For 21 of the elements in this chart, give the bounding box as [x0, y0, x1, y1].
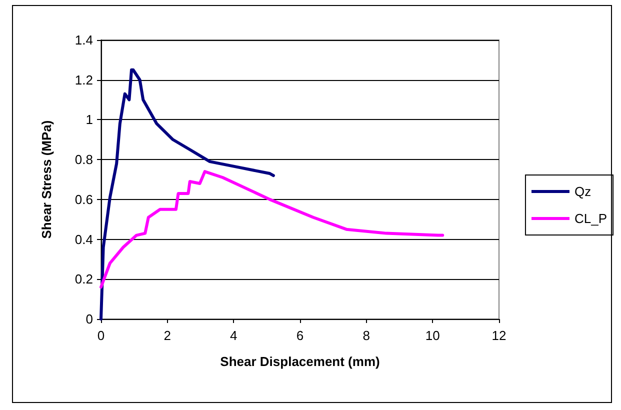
- x-axis-title: Shear Displacement (mm): [220, 354, 380, 369]
- y-tick-label: 0: [86, 312, 93, 326]
- y-axis-title: Shear Stress (MPa): [39, 120, 54, 239]
- legend-label: CL_P: [574, 211, 608, 226]
- y-tick-label: 0.8: [74, 152, 93, 168]
- x-tick-label: 2: [164, 328, 171, 343]
- y-tick-label: 0.2: [74, 272, 93, 287]
- line-series: [100, 170, 444, 289]
- x-tick-label: 10: [425, 328, 440, 343]
- x-tick-label: 4: [230, 328, 238, 343]
- y-tick-label: 0.6: [74, 192, 93, 207]
- x-tick-label: 6: [296, 328, 304, 343]
- y-tick-label: 1.4: [74, 32, 93, 48]
- x-tick-label: 0: [97, 328, 105, 343]
- y-tick-label: 1: [86, 112, 93, 128]
- y-tick-label: 0.4: [74, 232, 93, 247]
- y-tick-label: 1.2: [74, 72, 93, 88]
- line-series: [100, 68, 275, 320]
- legend-label: Qz: [574, 184, 592, 199]
- x-tick-label: 8: [362, 328, 370, 343]
- x-tick-label: 12: [492, 328, 506, 343]
